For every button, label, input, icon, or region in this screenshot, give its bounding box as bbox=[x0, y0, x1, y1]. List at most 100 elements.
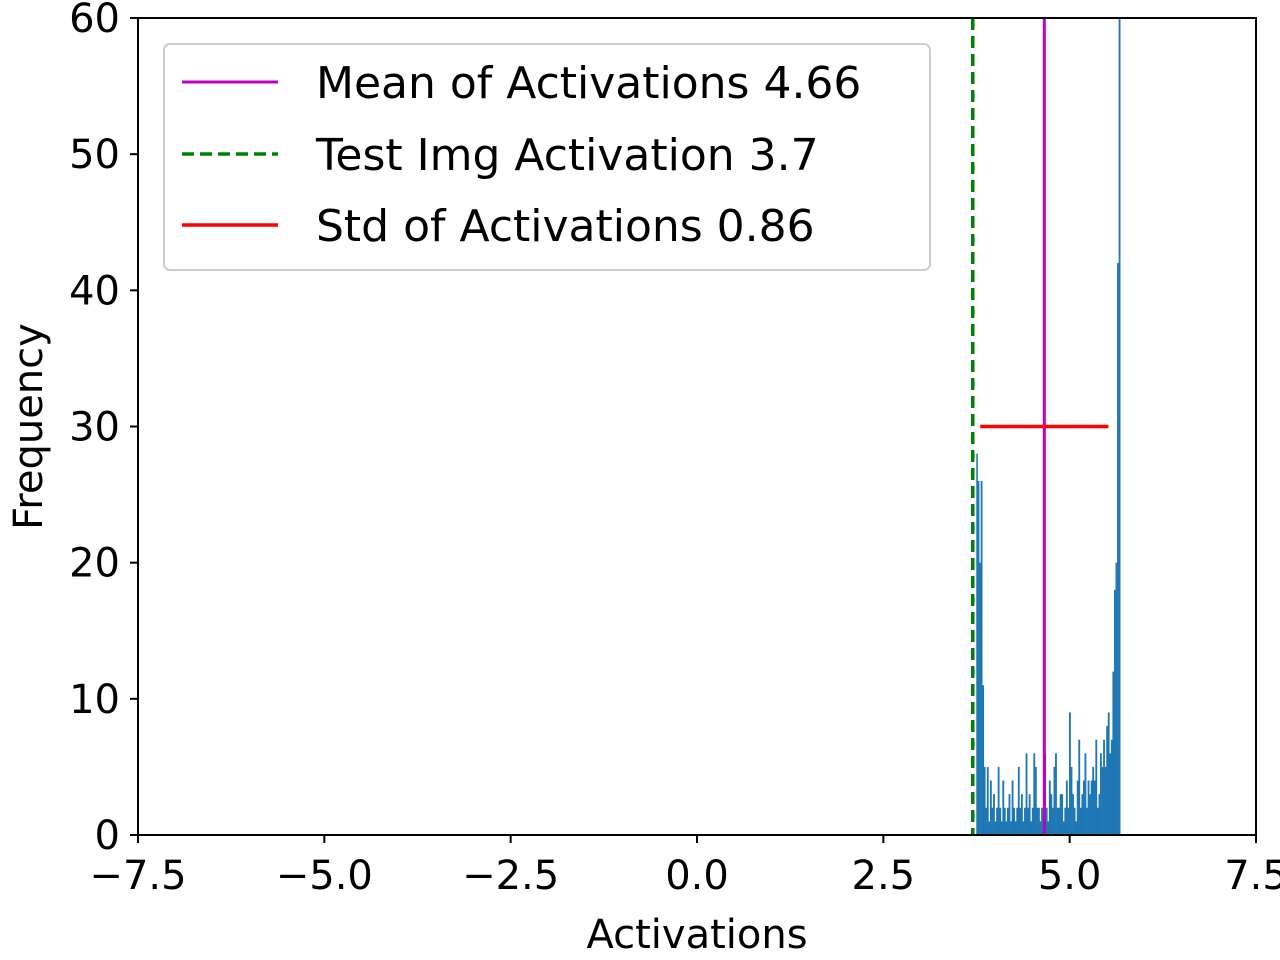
histogram-bar bbox=[1055, 753, 1057, 835]
histogram-bar bbox=[1087, 780, 1090, 835]
axis-ticks: −7.5 −5.0 −2.5 0.0 2.5 5.0 7.5 0 10 20 30 40 50 60 bbox=[69, 0, 1280, 899]
legend: Mean of Activations 4.66 Test Img Activa… bbox=[163, 43, 931, 271]
histogram-bar bbox=[1028, 794, 1031, 835]
histogram-bar bbox=[1048, 780, 1051, 835]
histogram-bar bbox=[1034, 766, 1037, 835]
histogram-bar bbox=[1008, 794, 1011, 835]
histogram-bar bbox=[1086, 807, 1088, 835]
histogram-bar bbox=[1062, 821, 1065, 835]
histogram-bar bbox=[996, 807, 998, 835]
x-tick-label: −5.0 bbox=[276, 853, 373, 899]
histogram-bar bbox=[1113, 589, 1116, 835]
histogram-bar bbox=[1101, 766, 1104, 835]
histogram-bar bbox=[1056, 807, 1059, 835]
y-tick-label: 50 bbox=[69, 132, 120, 178]
x-tick-label: −2.5 bbox=[462, 853, 559, 899]
histogram-bar bbox=[1031, 807, 1034, 835]
histogram-bar bbox=[1075, 821, 1078, 835]
histogram-bar bbox=[1058, 807, 1061, 835]
histogram-bar bbox=[1014, 821, 1017, 835]
histogram-bar bbox=[1047, 821, 1050, 835]
histogram-bar bbox=[1065, 780, 1068, 835]
histogram-bar bbox=[1069, 712, 1071, 835]
histogram-bar bbox=[979, 562, 981, 835]
histogram-bar bbox=[1039, 821, 1042, 835]
histogram-bar bbox=[1100, 753, 1102, 835]
histogram-bar bbox=[1016, 807, 1019, 835]
histogram-bar bbox=[1107, 712, 1110, 835]
histogram-bar bbox=[989, 780, 992, 835]
histogram-bar bbox=[1112, 671, 1115, 835]
histogram-bar bbox=[1084, 753, 1087, 835]
x-tick-label: 5.0 bbox=[1038, 853, 1102, 899]
histogram-bar bbox=[1079, 807, 1082, 835]
histogram-bar bbox=[994, 821, 997, 835]
histogram-bar bbox=[1050, 794, 1053, 835]
histogram-bar bbox=[1030, 821, 1033, 835]
histogram-bar bbox=[1002, 780, 1005, 835]
histogram-bar bbox=[1081, 794, 1084, 835]
histogram-bar bbox=[985, 807, 988, 835]
histogram-bar bbox=[1076, 780, 1079, 835]
y-tick-label: 10 bbox=[69, 677, 120, 723]
histogram-bar bbox=[1059, 794, 1062, 835]
y-axis-label: Frequency bbox=[6, 323, 52, 530]
histogram-bar bbox=[1061, 794, 1064, 835]
x-tick-label: −7.5 bbox=[89, 853, 186, 899]
histogram-bar bbox=[1106, 726, 1109, 835]
histogram-bar bbox=[1098, 794, 1101, 835]
histogram-bar bbox=[1110, 739, 1113, 835]
histogram-bar bbox=[1020, 794, 1023, 835]
histogram-bar bbox=[1017, 766, 1020, 835]
x-tick-label: 2.5 bbox=[852, 853, 916, 899]
histogram-bar bbox=[1073, 807, 1076, 835]
legend-test-label: Test Img Activation 3.7 bbox=[315, 130, 819, 181]
histogram-bar bbox=[975, 453, 978, 835]
legend-std-label: Std of Activations 0.86 bbox=[316, 201, 815, 252]
histogram-bar bbox=[1006, 807, 1009, 835]
histogram-bar bbox=[1118, 18, 1121, 835]
histogram-bar bbox=[1096, 807, 1099, 835]
histogram-bar bbox=[1117, 263, 1119, 836]
histogram-bar bbox=[993, 794, 995, 835]
histogram-bar bbox=[997, 766, 1000, 835]
histogram-bar bbox=[1103, 739, 1105, 835]
histogram-bar bbox=[1092, 766, 1095, 835]
histogram-bar bbox=[1070, 766, 1073, 835]
histogram-bar bbox=[1115, 562, 1118, 835]
histogram-bar bbox=[1003, 807, 1006, 835]
histogram-bar bbox=[1038, 807, 1040, 835]
histogram-bar bbox=[1019, 807, 1022, 835]
histogram-bar bbox=[1033, 753, 1036, 835]
histogram-bar bbox=[1051, 807, 1054, 835]
histogram-bar bbox=[1053, 766, 1056, 835]
histogram-bar bbox=[1078, 739, 1081, 835]
x-tick-label: 0.0 bbox=[665, 853, 729, 899]
histogram-bar bbox=[1000, 821, 1003, 835]
histogram-bar bbox=[1036, 807, 1039, 835]
histogram-bars bbox=[969, 18, 1121, 836]
y-tick-label: 20 bbox=[69, 541, 120, 587]
histogram-bar bbox=[1104, 766, 1107, 835]
histogram-bar bbox=[999, 807, 1002, 835]
histogram-bar bbox=[1010, 821, 1012, 835]
histogram-bar bbox=[980, 480, 983, 835]
histogram-bar bbox=[1093, 780, 1096, 835]
histogram-bar bbox=[1013, 807, 1016, 835]
histogram-bar bbox=[977, 480, 980, 835]
histogram-bar bbox=[1064, 807, 1067, 835]
histogram-bar bbox=[1109, 753, 1112, 835]
histogram-bar bbox=[1025, 753, 1028, 835]
legend-mean-label: Mean of Activations 4.66 bbox=[316, 58, 861, 109]
histogram-bar bbox=[1095, 739, 1098, 835]
histogram-bar bbox=[1045, 807, 1048, 835]
histogram-bar bbox=[988, 821, 991, 835]
histogram-bar bbox=[983, 766, 986, 835]
histogram-bar bbox=[1011, 780, 1014, 835]
legend-box bbox=[163, 43, 931, 271]
histogram-bar bbox=[1082, 780, 1085, 835]
histogram-bar bbox=[1089, 794, 1092, 835]
histogram-bar bbox=[1024, 807, 1026, 835]
histogram-bar bbox=[1041, 807, 1043, 835]
